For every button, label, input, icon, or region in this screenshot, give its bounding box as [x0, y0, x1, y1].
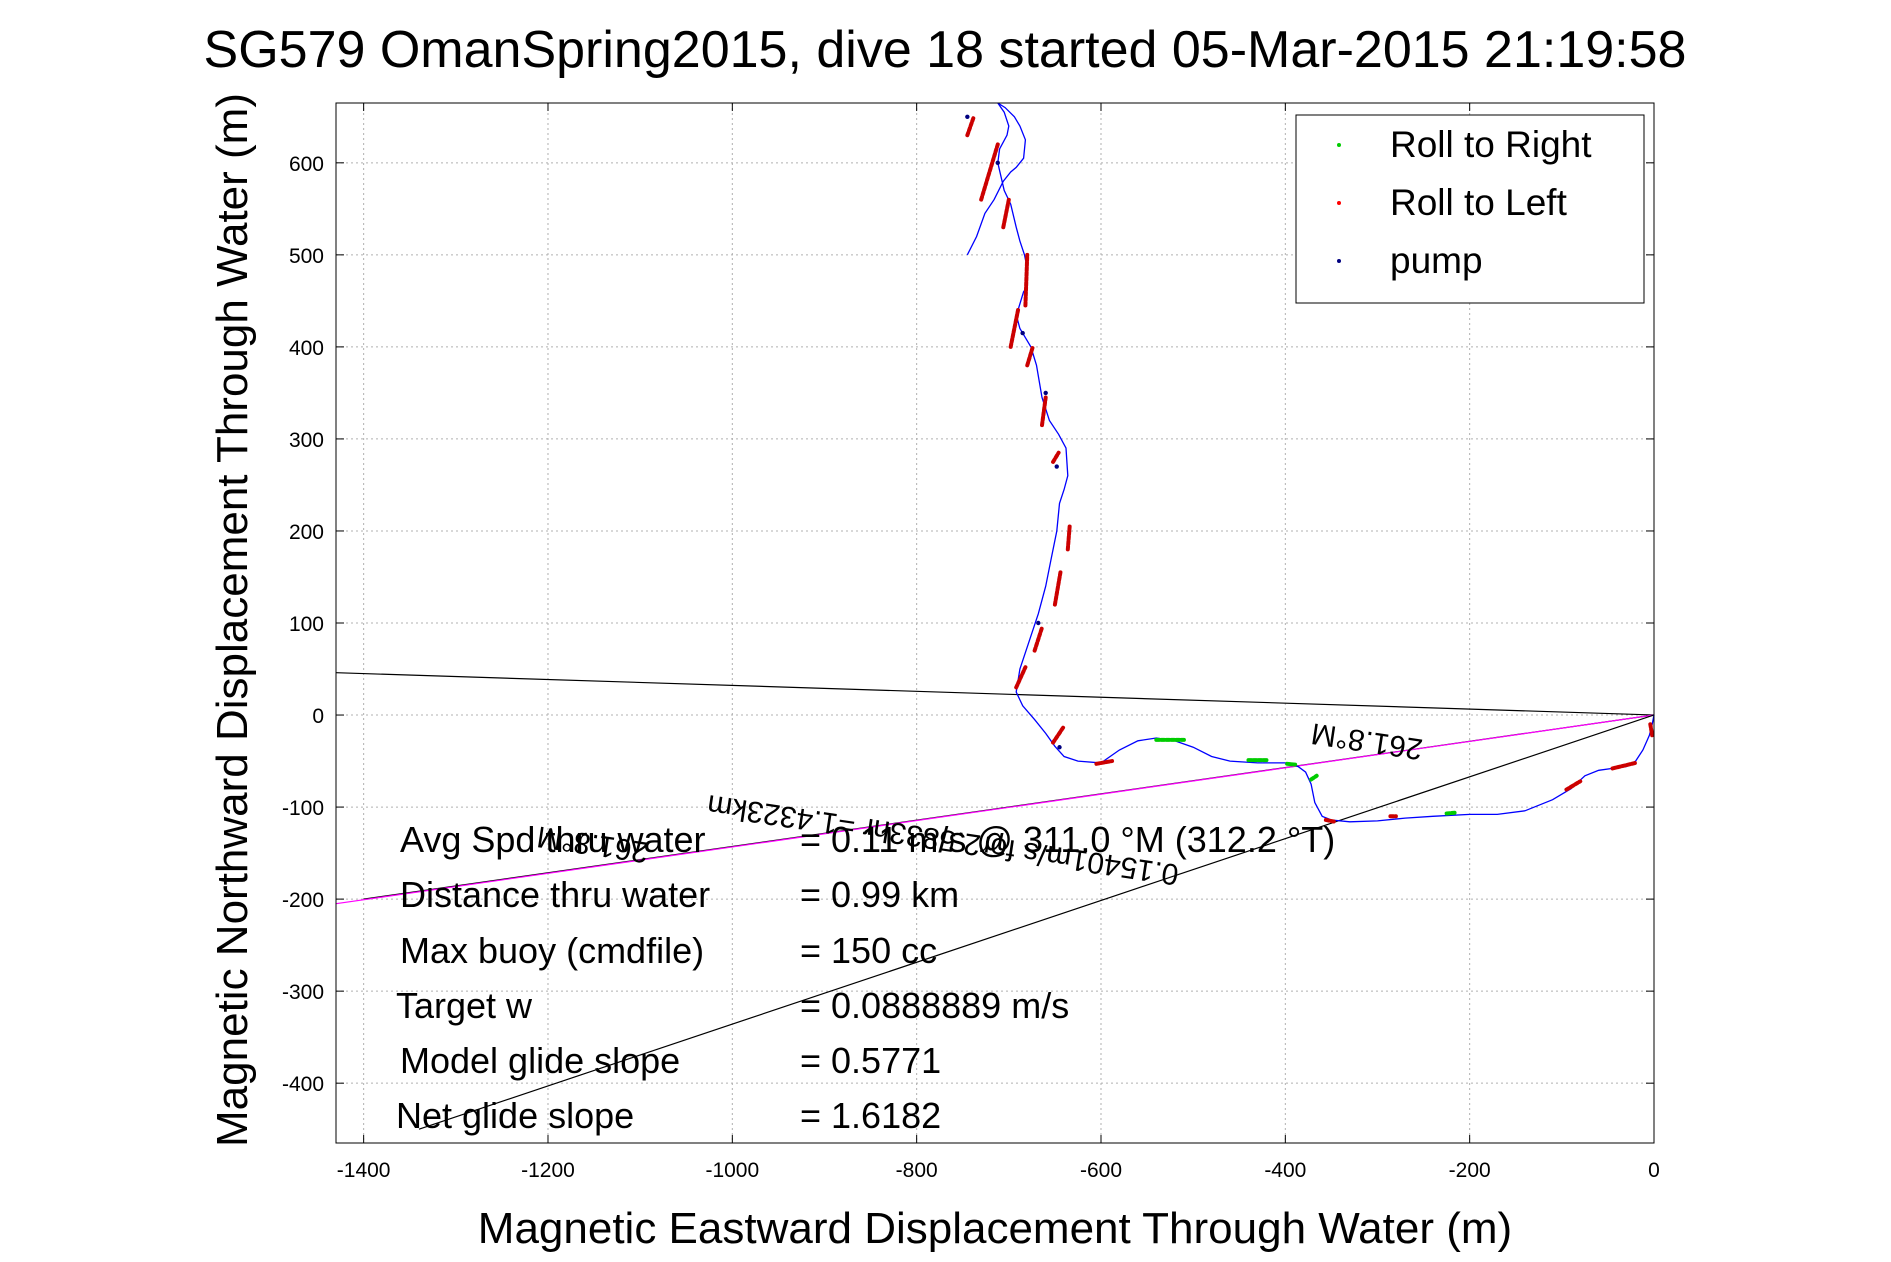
roll-right-segment [1444, 810, 1458, 816]
axis-ticks: -1400 -1200 -1000 -800 -600 -400 -200 0-400-300… [282, 103, 1660, 1182]
y-tick-label: 0 [312, 705, 324, 728]
dive-stats: Avg Spd thru water = 0.11 m/s @ 311.0 °M … [396, 819, 1335, 1136]
x-axis-label: Magnetic Eastward Displacement Through W… [478, 1204, 1512, 1253]
roll-left-segment [1051, 450, 1061, 464]
y-tick-label: -200 [282, 889, 324, 912]
legend-marker [1337, 259, 1341, 263]
roll-left-segment [1023, 252, 1030, 308]
legend-box [1295, 114, 1645, 304]
heading-line [335, 672, 1655, 716]
y-axis-label: Magnetic Northward Displacement Through … [208, 93, 257, 1147]
roll-left-segment [1008, 308, 1021, 349]
legend: Roll to Right Roll to Left pump [1295, 114, 1645, 304]
stat-label: Avg Spd thru water [400, 819, 706, 860]
roll-right-segment [1309, 773, 1319, 782]
roll-left-segment [1065, 524, 1072, 552]
legend-label: pump [1390, 240, 1483, 281]
stat-value: = 0.0888889 m/s [800, 985, 1069, 1026]
legend-marker [1337, 201, 1341, 205]
heading-line [418, 714, 1655, 1130]
roll-right-segment [1285, 761, 1299, 767]
pump-point [1020, 330, 1025, 336]
pump-point [1036, 620, 1041, 626]
stat-value: = 0.5771 [800, 1040, 941, 1081]
y-tick-label: -100 [282, 797, 324, 820]
x-tick-label: -200 [1449, 1159, 1491, 1182]
stat-value: = 0.11 m/s @ 311.0 °M (312.2 °T) [800, 819, 1335, 860]
heading-annotations: 261.8°M 0.15401m/s for2.5833hr =1.4323km2… [535, 716, 1425, 891]
stat-value: = 150 cc [800, 930, 937, 971]
heading-annotation: 261.8°M [1309, 716, 1425, 765]
x-tick-label: 0 [1648, 1159, 1660, 1182]
x-tick-label: -1000 [705, 1159, 759, 1182]
roll-left-segment [1052, 570, 1063, 607]
stat-label: Distance thru water [400, 874, 710, 915]
pump-point [1054, 464, 1059, 469]
roll-left-segment [1094, 759, 1115, 766]
roll-left-segment [1051, 724, 1067, 745]
pump-point [965, 114, 970, 120]
y-tick-label: 500 [289, 245, 324, 268]
y-tick-label: 400 [289, 337, 324, 360]
legend-label: Roll to Right [1390, 124, 1592, 165]
roll-left-segment [1323, 817, 1338, 824]
y-tick-label: -400 [282, 1073, 324, 1096]
plot-frame [335, 102, 1655, 1144]
pump-point [1043, 390, 1048, 396]
x-tick-label: -400 [1264, 1159, 1306, 1182]
x-tick-label: -1200 [521, 1159, 575, 1182]
dive-track [966, 102, 1655, 823]
y-tick-label: -300 [282, 981, 324, 1004]
chart-title: SG579 OmanSpring2015, dive 18 started 05… [204, 21, 1687, 79]
y-tick-label: 200 [289, 521, 324, 544]
roll-left-segment [1032, 625, 1045, 653]
roll-left-segment [1648, 722, 1655, 738]
stat-label: Max buoy (cmdfile) [400, 930, 704, 971]
roll-left-segment [979, 142, 1000, 202]
x-tick-label: -800 [896, 1159, 938, 1182]
roll-left-segment [1610, 760, 1638, 771]
roll-left-segment [1040, 395, 1048, 428]
stat-label: Net glide slope [396, 1095, 634, 1136]
y-tick-label: 300 [289, 429, 324, 452]
roll-left-segment [1001, 197, 1011, 230]
y-tick-label: 100 [289, 613, 324, 636]
legend-marker [1337, 143, 1341, 147]
x-tick-label: -600 [1080, 1159, 1122, 1182]
y-tick-label: 600 [289, 153, 324, 176]
dive-track-line [966, 102, 1655, 823]
roll-markers [965, 114, 1655, 824]
pump-point [995, 160, 1000, 166]
stat-value: = 1.6182 [800, 1095, 941, 1136]
x-tick-label: -1400 [337, 1159, 391, 1182]
roll-left-segment [965, 114, 976, 138]
stat-value: = 0.99 km [800, 874, 959, 915]
roll-left-segment [1564, 779, 1583, 792]
roll-left-segment [1025, 344, 1035, 368]
heading-line [335, 714, 1655, 905]
stat-label: Model glide slope [400, 1040, 680, 1081]
heading-lines [335, 672, 1655, 1130]
stat-label: Target w [396, 985, 533, 1026]
roll-left-segment [1014, 665, 1028, 690]
legend-label: Roll to Left [1390, 182, 1568, 223]
pump-point [1057, 745, 1062, 750]
